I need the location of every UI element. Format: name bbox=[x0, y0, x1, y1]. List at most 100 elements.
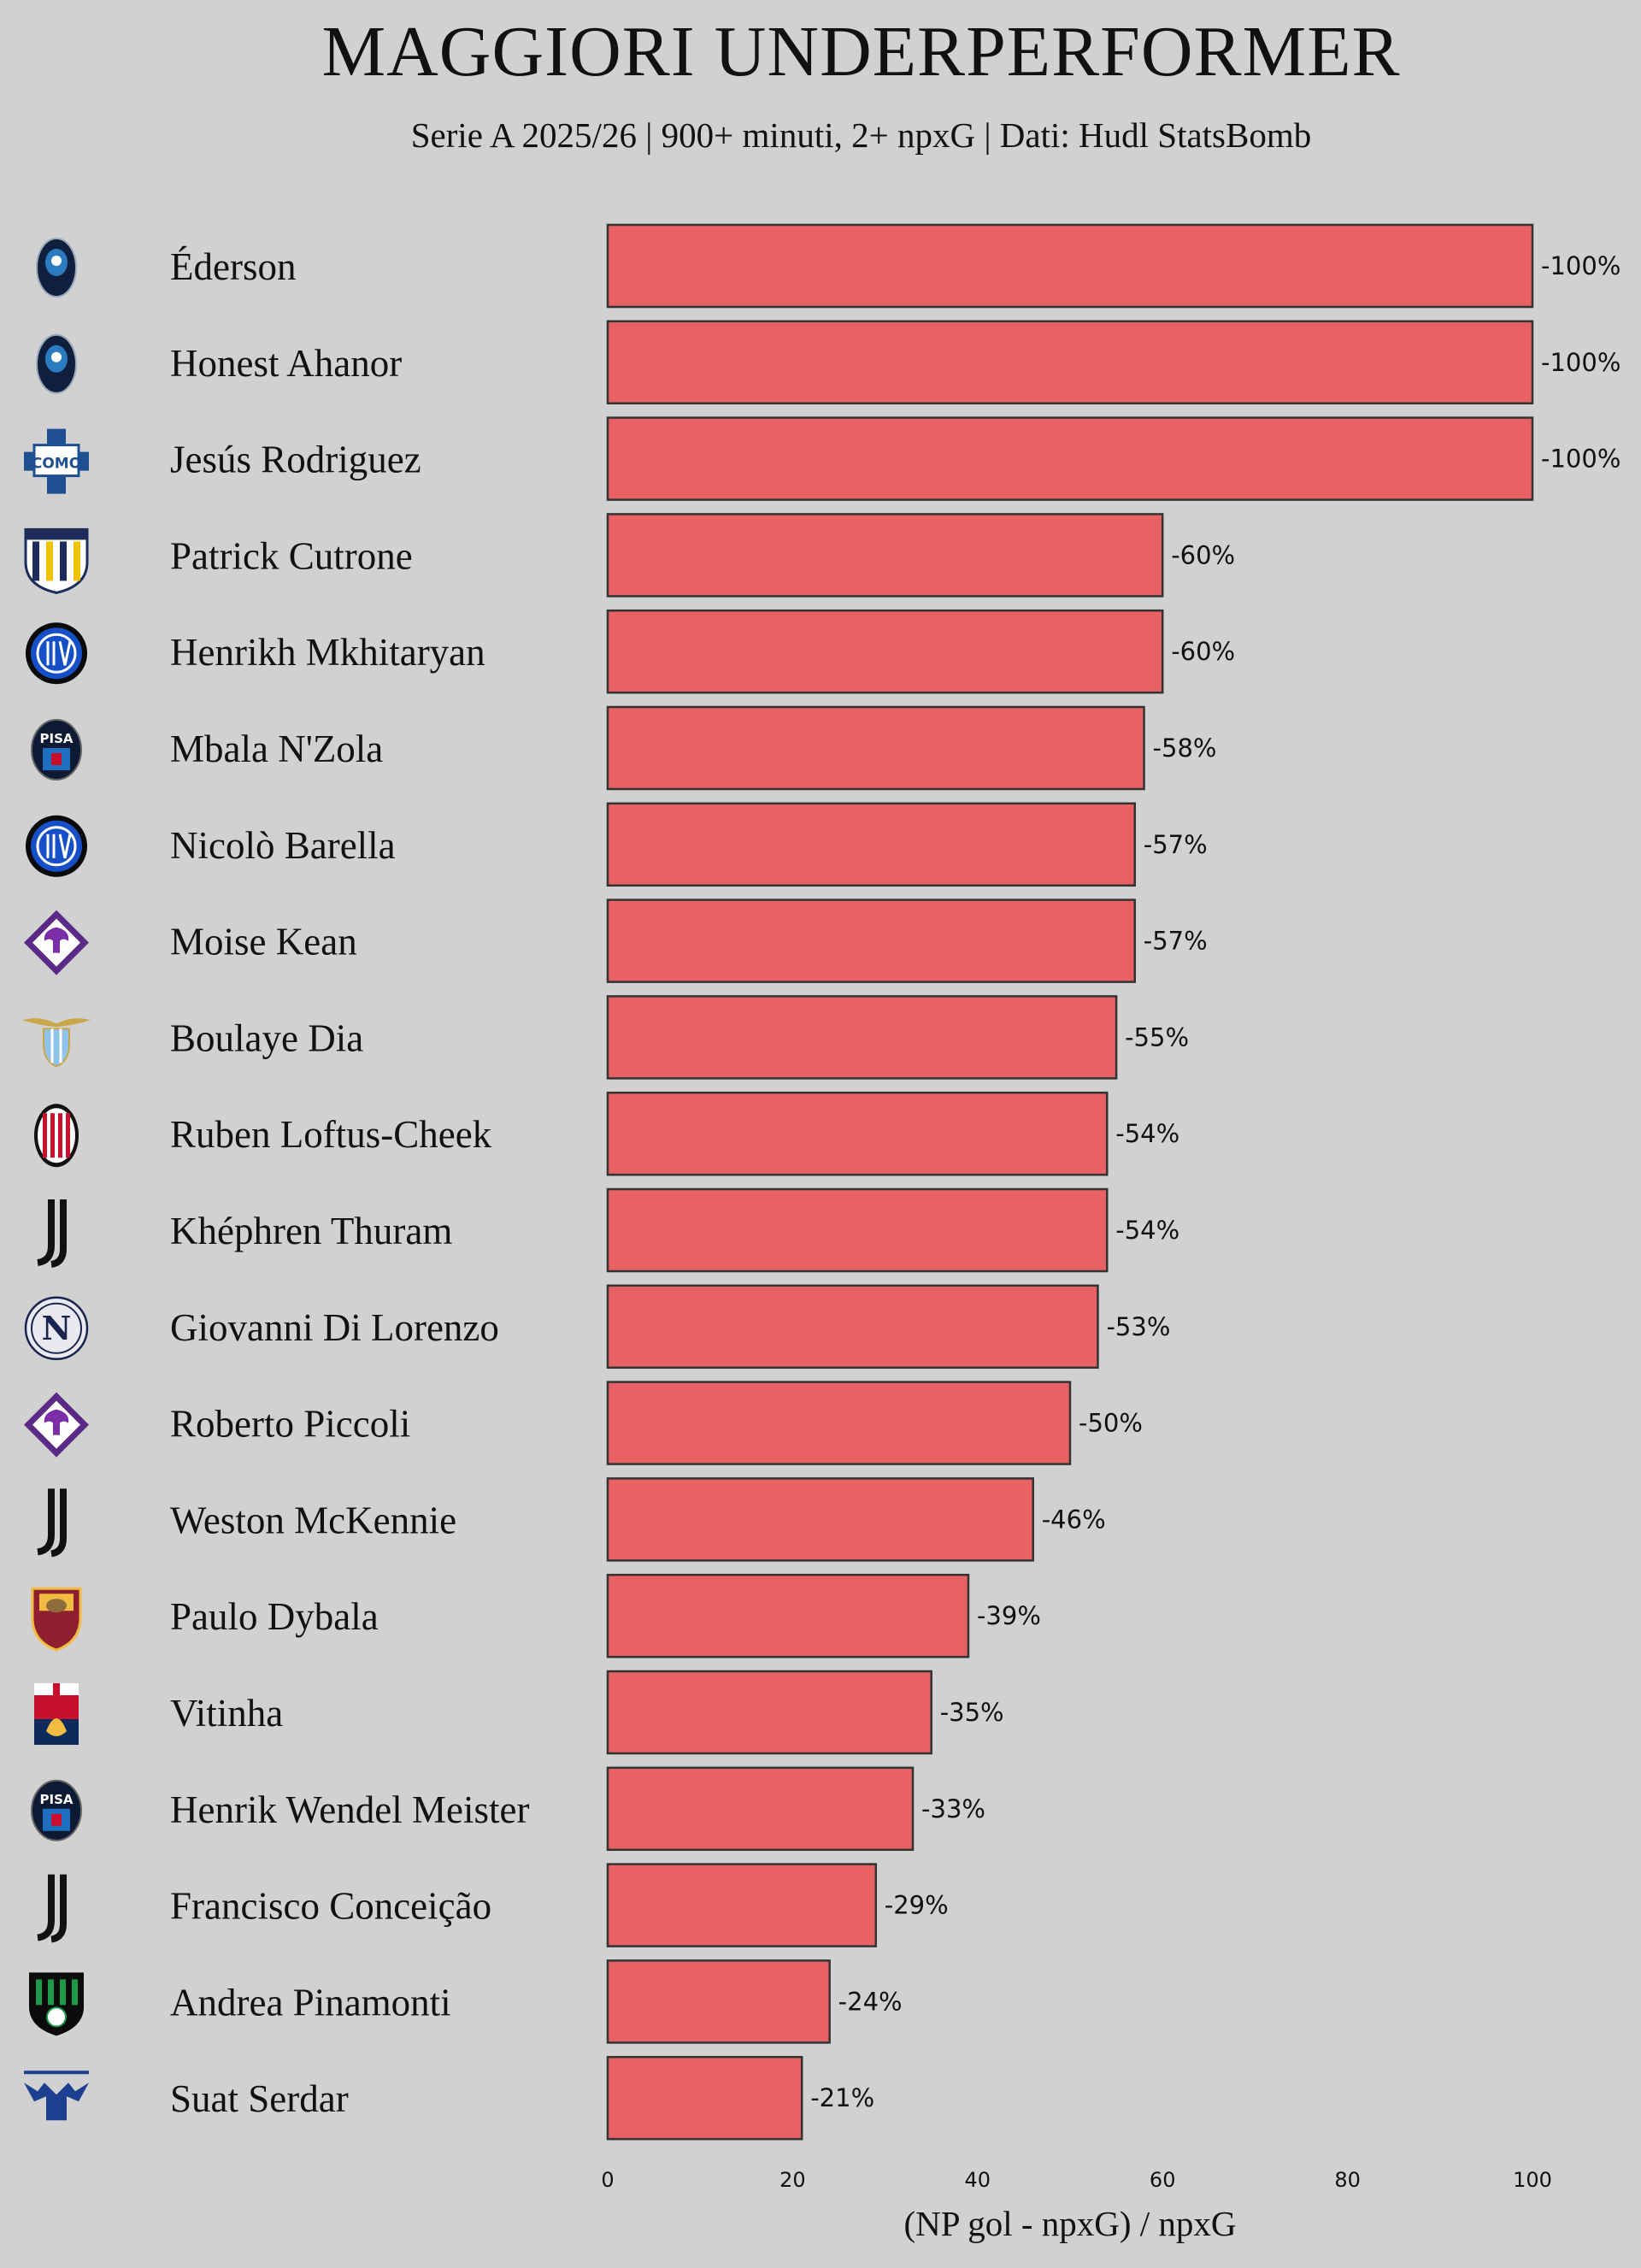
bar bbox=[606, 1381, 1072, 1465]
chart-row: Éderson -100% bbox=[36, 223, 1620, 309]
data-label: -39% bbox=[977, 1601, 1041, 1630]
bar bbox=[606, 416, 1534, 501]
data-label: -21% bbox=[810, 2083, 874, 2112]
x-tick-label: 60 bbox=[1150, 2168, 1176, 2192]
data-label: -57% bbox=[1144, 830, 1208, 859]
inter-icon bbox=[26, 622, 87, 685]
player-name: Moise Kean bbox=[170, 921, 357, 963]
player-name: Roberto Piccoli bbox=[170, 1403, 410, 1446]
data-label: -29% bbox=[885, 1891, 949, 1920]
data-label: -58% bbox=[1153, 733, 1217, 763]
player-name: Giovanni Di Lorenzo bbox=[170, 1306, 499, 1349]
sassuolo-icon bbox=[29, 1972, 84, 2036]
x-tick-label: 100 bbox=[1513, 2168, 1552, 2192]
napoli-icon: N bbox=[24, 1296, 89, 1361]
x-tick-label: 40 bbox=[965, 2168, 991, 2192]
bar bbox=[606, 1863, 878, 1947]
player-name: Henrikh Mkhitaryan bbox=[170, 631, 485, 674]
x-axis: 0 20 40 60 80 100 (NP gol - npxG) / npxG bbox=[601, 2168, 1552, 2243]
bar bbox=[606, 223, 1534, 309]
chart-row: Francisco Conceição -29% bbox=[37, 1863, 949, 1947]
player-name: Mbala N'Zola bbox=[170, 728, 383, 770]
chart-row: COMO Jesús Rodriguez -100% bbox=[24, 416, 1620, 501]
chart-row: N Giovanni Di Lorenzo -53% bbox=[24, 1284, 1170, 1370]
lazio-icon bbox=[22, 1018, 91, 1068]
player-name: Vitinha bbox=[170, 1692, 283, 1735]
como-icon: COMO bbox=[24, 428, 89, 494]
player-name: Jesús Rodriguez bbox=[170, 439, 421, 481]
data-label: -54% bbox=[1115, 1216, 1179, 1245]
data-label: -60% bbox=[1171, 637, 1235, 666]
bar bbox=[606, 705, 1145, 791]
bar bbox=[606, 1766, 915, 1852]
juventus-icon bbox=[37, 1199, 67, 1268]
player-name: Khéphren Thuram bbox=[170, 1210, 452, 1252]
fiorentina-icon bbox=[24, 910, 89, 975]
chart-row: Honest Ahanor -100% bbox=[36, 320, 1620, 405]
player-name: Boulaye Dia bbox=[170, 1016, 363, 1059]
chart-row: Roberto Piccoli -50% bbox=[24, 1381, 1143, 1465]
bar bbox=[606, 802, 1136, 887]
data-label: -57% bbox=[1144, 927, 1208, 956]
bar bbox=[606, 320, 1534, 405]
bar bbox=[606, 513, 1164, 598]
data-label: -24% bbox=[838, 1987, 903, 2016]
data-label: -53% bbox=[1106, 1312, 1170, 1341]
svg-text:PISA: PISA bbox=[40, 1792, 74, 1807]
atalanta-icon bbox=[36, 333, 77, 394]
player-name: Suat Serdar bbox=[170, 2077, 349, 2120]
juventus-icon bbox=[37, 1488, 67, 1558]
bar bbox=[606, 995, 1118, 1080]
bar bbox=[606, 1284, 1099, 1370]
data-label: -33% bbox=[921, 1794, 985, 1823]
pisa-icon: PISA bbox=[31, 719, 82, 781]
x-tick-label: 0 bbox=[601, 2168, 614, 2192]
player-name: Andrea Pinamonti bbox=[170, 1981, 451, 2024]
player-name: Nicolò Barella bbox=[170, 824, 396, 867]
chart-row: Andrea Pinamonti -24% bbox=[29, 1959, 903, 2044]
chart-row: Khéphren Thuram -54% bbox=[37, 1187, 1179, 1273]
player-name: Paulo Dybala bbox=[170, 1595, 379, 1638]
genoa-icon bbox=[34, 1683, 79, 1745]
chart-row: Ruben Loftus-Cheek -54% bbox=[34, 1091, 1179, 1176]
bar bbox=[606, 1477, 1034, 1562]
parma-icon bbox=[24, 527, 89, 594]
roma-icon bbox=[31, 1587, 82, 1652]
chart-subtitle: Serie A 2025/26 | 900+ minuti, 2+ npxG |… bbox=[410, 115, 1312, 155]
chart-row: Paulo Dybala -39% bbox=[31, 1573, 1041, 1658]
data-label: -46% bbox=[1042, 1505, 1106, 1534]
data-label: -55% bbox=[1125, 1022, 1189, 1052]
x-tick-label: 80 bbox=[1334, 2168, 1361, 2192]
bar bbox=[606, 1573, 970, 1658]
milan-icon bbox=[34, 1104, 79, 1168]
chart-row: Henrikh Mkhitaryan -60% bbox=[26, 609, 1235, 694]
data-label: -100% bbox=[1541, 348, 1620, 377]
juventus-icon bbox=[37, 1874, 67, 1943]
data-label: -60% bbox=[1171, 540, 1235, 569]
chart-row: Weston McKennie -46% bbox=[37, 1477, 1106, 1562]
player-name: Ruben Loftus-Cheek bbox=[170, 1113, 492, 1156]
player-name: Patrick Cutrone bbox=[170, 534, 413, 577]
svg-text:N: N bbox=[42, 1309, 72, 1347]
atalanta-icon bbox=[36, 238, 77, 297]
player-name: Henrik Wendel Meister bbox=[170, 1788, 529, 1831]
data-label: -54% bbox=[1115, 1119, 1179, 1148]
chart-row: Patrick Cutrone -60% bbox=[24, 513, 1235, 598]
verona-icon bbox=[24, 2071, 89, 2121]
chart-row: PISA Mbala N'Zola -58% bbox=[31, 705, 1217, 791]
data-label: -100% bbox=[1541, 251, 1620, 280]
bar bbox=[606, 2055, 803, 2141]
pisa-icon: PISA bbox=[31, 1779, 82, 1841]
player-name: Francisco Conceição bbox=[170, 1885, 491, 1928]
data-label: -100% bbox=[1541, 445, 1620, 474]
bar bbox=[606, 1187, 1109, 1273]
data-label: -35% bbox=[940, 1698, 1004, 1727]
chart-title: MAGGIORI UNDERPERFORMER bbox=[321, 12, 1401, 91]
player-name: Éderson bbox=[170, 245, 296, 288]
chart-row: Nicolò Barella -57% bbox=[26, 802, 1208, 887]
chart-row: Vitinha -35% bbox=[34, 1670, 1004, 1755]
chart-row: Suat Serdar -21% bbox=[24, 2055, 874, 2141]
bar bbox=[606, 1091, 1109, 1176]
bar bbox=[606, 1959, 831, 2044]
